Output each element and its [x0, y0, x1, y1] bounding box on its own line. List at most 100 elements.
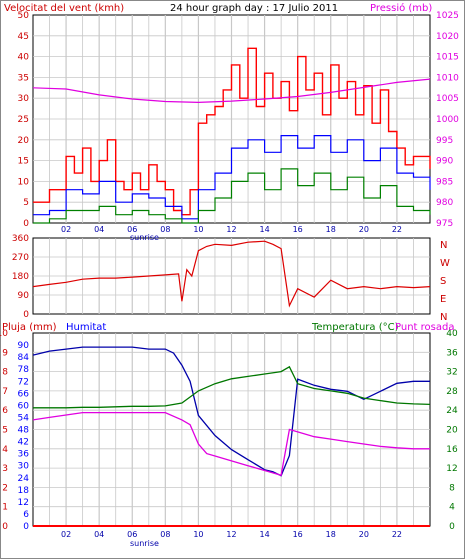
temp-tick-label: 4 [449, 503, 455, 513]
x-tick-label: 08 [160, 530, 170, 539]
x-tick-label: 04 [94, 530, 104, 539]
humidity-tick-label: 78 [18, 365, 30, 375]
compass-letter: E [440, 294, 446, 305]
x-tick-label: 02 [61, 225, 71, 234]
humidity-tick-label: 90 [18, 341, 30, 351]
temp-tick-label: 40 [446, 329, 458, 339]
y2-tick-label: 1020 [436, 32, 459, 42]
wind-series [32, 47, 431, 224]
humidity-tick-label: 54 [18, 413, 30, 423]
climate-series [32, 346, 431, 527]
humidity-tick-label: 36 [18, 450, 30, 460]
humidity-tick-label: 6 [23, 510, 29, 520]
rain-tick-label: 0 [2, 522, 8, 532]
x-tick-label: 12 [226, 225, 236, 234]
sunrise-label-top: sunrise [130, 233, 159, 242]
y-tick-label: 50 [18, 11, 30, 21]
x-tick-label: 06 [127, 225, 137, 234]
y-tick-label: 40 [18, 53, 30, 63]
temp-tick-label: 16 [446, 445, 458, 455]
y2-tick-label: 1015 [436, 53, 459, 63]
climate-series-line [32, 411, 430, 477]
chart-title: 24 hour graph day : 17 Julio 2011 [170, 3, 338, 14]
compass-letter: N [440, 312, 447, 323]
y-tick-label: 90 [18, 291, 30, 301]
temperature-axis-label: Temperatura (°C) [311, 322, 399, 333]
y-tick-label: 10 [18, 177, 30, 187]
x-tick-label: 12 [226, 530, 236, 539]
y2-tick-label: 1025 [436, 11, 459, 21]
wind-axis-label: Velocitat del vent (kmh) [4, 3, 124, 14]
temp-tick-label: 32 [446, 368, 457, 378]
y-tick-label: 15 [18, 157, 29, 167]
y-tick-label: 45 [18, 32, 29, 42]
rain-tick-label: 10 [0, 329, 8, 339]
y2-tick-label: 990 [436, 157, 453, 167]
x-tick-label: 10 [193, 530, 203, 539]
y2-tick-label: 985 [436, 177, 453, 187]
x-tick-label: 14 [259, 225, 269, 234]
y2-tick-label: 1005 [436, 94, 459, 104]
y-tick-label: 360 [12, 234, 29, 244]
x-tick-label: 06 [127, 530, 137, 539]
y2-tick-label: 995 [436, 136, 453, 146]
x-tick-label: 20 [359, 225, 369, 234]
pressure-axis-label: Pressió (mb) [370, 2, 432, 14]
rain-axis-label: Pluja (mm) [2, 322, 57, 333]
x-tick-label: 18 [326, 225, 336, 234]
y-tick-label: 270 [12, 253, 29, 263]
direction-grid [33, 238, 430, 314]
x-tick-label: 02 [61, 530, 71, 539]
direction-series [32, 240, 431, 308]
humidity-tick-label: 12 [18, 498, 29, 508]
compass-letter: N [440, 240, 447, 251]
humidity-tick-label: 18 [18, 486, 30, 496]
x-tick-label: 22 [392, 530, 402, 539]
sunrise-label-bottom: sunrise [130, 539, 159, 548]
x-tick-label: 16 [293, 225, 303, 234]
x-tick-label: 18 [326, 530, 336, 539]
temp-tick-label: 28 [446, 387, 458, 397]
compass-letter: W [440, 258, 450, 269]
y-tick-label: 20 [18, 136, 30, 146]
x-tick-label: 16 [293, 530, 303, 539]
rain-tick-label: 3 [2, 464, 8, 474]
rain-tick-label: 9 [2, 348, 8, 358]
temp-tick-label: 20 [446, 426, 458, 436]
y-tick-label: 30 [18, 94, 30, 104]
y-tick-label: 5 [23, 198, 29, 208]
x-tick-label: 20 [359, 530, 369, 539]
temp-tick-label: 36 [446, 348, 458, 358]
y-tick-label: 0 [23, 310, 29, 320]
y-tick-label: 25 [18, 115, 29, 125]
wind-series-min [33, 168, 431, 224]
humidity-tick-label: 42 [18, 438, 29, 448]
climate-series-line [33, 365, 431, 409]
x-tick-label: 14 [259, 530, 269, 539]
wind-series-gust [33, 47, 431, 216]
y2-tick-label: 1000 [436, 115, 459, 125]
y2-tick-label: 980 [436, 198, 453, 208]
rain-tick-label: 7 [2, 387, 8, 397]
rain-tick-label: 1 [2, 503, 8, 513]
direction-line [32, 240, 431, 308]
humidity-tick-label: 84 [18, 353, 30, 363]
rain-tick-label: 2 [2, 483, 8, 493]
rain-tick-label: 6 [2, 406, 8, 416]
y2-tick-label: 975 [436, 219, 453, 229]
y-tick-label: 180 [12, 272, 29, 282]
temp-tick-label: 12 [446, 464, 457, 474]
humidity-tick-label: 0 [23, 522, 29, 532]
wind-series-pressure [32, 78, 431, 104]
x-tick-label: 04 [94, 225, 104, 234]
humidity-tick-label: 72 [18, 377, 29, 387]
compass-letter: S [440, 276, 446, 287]
humidity-tick-label: 30 [18, 462, 30, 472]
temp-tick-label: 24 [446, 406, 458, 416]
climate-grid [33, 333, 430, 526]
humidity-tick-label: 48 [18, 426, 30, 436]
rain-tick-label: 8 [2, 368, 8, 378]
climate-series-line [32, 346, 430, 477]
